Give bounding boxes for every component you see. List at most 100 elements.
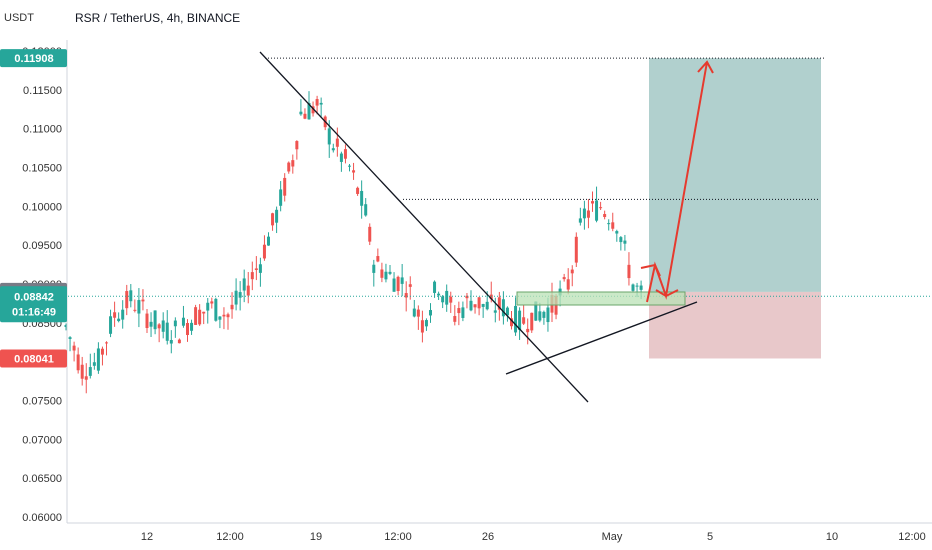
candle-body [441,296,445,303]
candle-body [222,314,226,317]
candle-body [538,311,542,321]
candle-body [465,295,469,299]
candle-body [408,284,412,287]
candle-body [218,316,222,320]
candle-body [315,99,319,106]
candle-body [489,294,493,300]
candle-body [226,314,230,318]
candle-body [631,284,635,291]
candle-body [275,209,279,223]
candle-body [238,292,242,298]
y-tick-label: 0.07500 [22,396,62,408]
candle-body [449,296,453,303]
candle-body [360,190,364,206]
candle-body [121,309,125,320]
candle-body [299,111,303,115]
candle-body [603,214,607,217]
candle-body [267,236,270,246]
position-zones [649,58,821,359]
candle-body [522,317,526,324]
candle-body [619,237,623,243]
candle-body [412,308,416,317]
price-badge [0,286,67,323]
candle-body [473,304,477,308]
candle-body [125,291,129,309]
candle-body [388,271,392,274]
candle-body [574,236,578,263]
arrowhead [697,60,714,74]
candle-body [611,222,615,229]
candle-body [258,264,262,273]
candle-body [433,281,437,293]
candle-body [595,200,599,221]
candle-body [481,304,485,307]
candles [64,91,643,394]
candle-body [307,103,311,120]
price-badge [0,349,67,368]
candle-body [392,278,396,292]
candle-body [501,299,505,317]
y-tick-label: 0.10000 [22,201,62,213]
candle-body [635,285,639,287]
price-badge-label: 0.08041 [14,353,54,365]
candle-body [562,277,566,280]
y-tick-label: 0.07000 [22,434,62,446]
candle-body [202,311,206,314]
candle-body [639,285,643,290]
x-tick-label: 12 [141,531,153,543]
candle-body [186,322,189,336]
candle-body [100,348,104,355]
candle-body [339,153,343,162]
y-tick-label: 0.09500 [22,240,62,252]
candle-body [283,177,287,196]
candle-body [153,310,157,330]
candle-body [546,307,550,323]
candle-body [279,189,283,206]
price-badge [0,49,67,68]
candle-body [246,285,250,296]
candle-body [348,165,351,167]
support-box [516,291,686,306]
candle-body [254,268,258,270]
candle-body [627,264,631,279]
candle-body [295,141,299,150]
countdown-label: 01:16:49 [12,306,56,318]
candle-body [424,320,428,327]
candle-body [343,149,347,159]
candle-body [181,317,185,326]
candle-body [356,187,360,194]
axes: 0.060000.065000.070000.075000.085000.090… [22,40,932,543]
candle-body [113,312,117,318]
candle-body [578,218,582,223]
candle-body [291,160,295,167]
candle-body [607,223,611,225]
y-tick-label: 0.10500 [22,163,62,175]
candle-body [461,307,465,318]
candle-body [145,313,149,329]
candle-body [262,244,266,259]
candle-body [457,308,461,314]
candle-body [510,318,513,327]
candle-body [177,339,181,344]
candle-body [141,299,145,302]
price-badge-label: 0.08842 [14,291,54,303]
currency-label: USDT [4,12,34,24]
candle-body [514,305,518,333]
candle-body [303,113,307,119]
candle-body [368,226,372,242]
candle-body [230,304,234,310]
candle-body [599,207,603,209]
candle-body [582,208,586,219]
candle-body [234,290,238,305]
candle-body [493,310,497,313]
candle-body [287,162,291,172]
candle-body [129,290,133,302]
candle-body [206,302,210,311]
candle-body [76,354,80,371]
y-tick-label: 0.11500 [23,85,62,97]
candle-body [416,309,420,317]
candle-body [477,297,481,309]
candle-body [497,297,501,310]
